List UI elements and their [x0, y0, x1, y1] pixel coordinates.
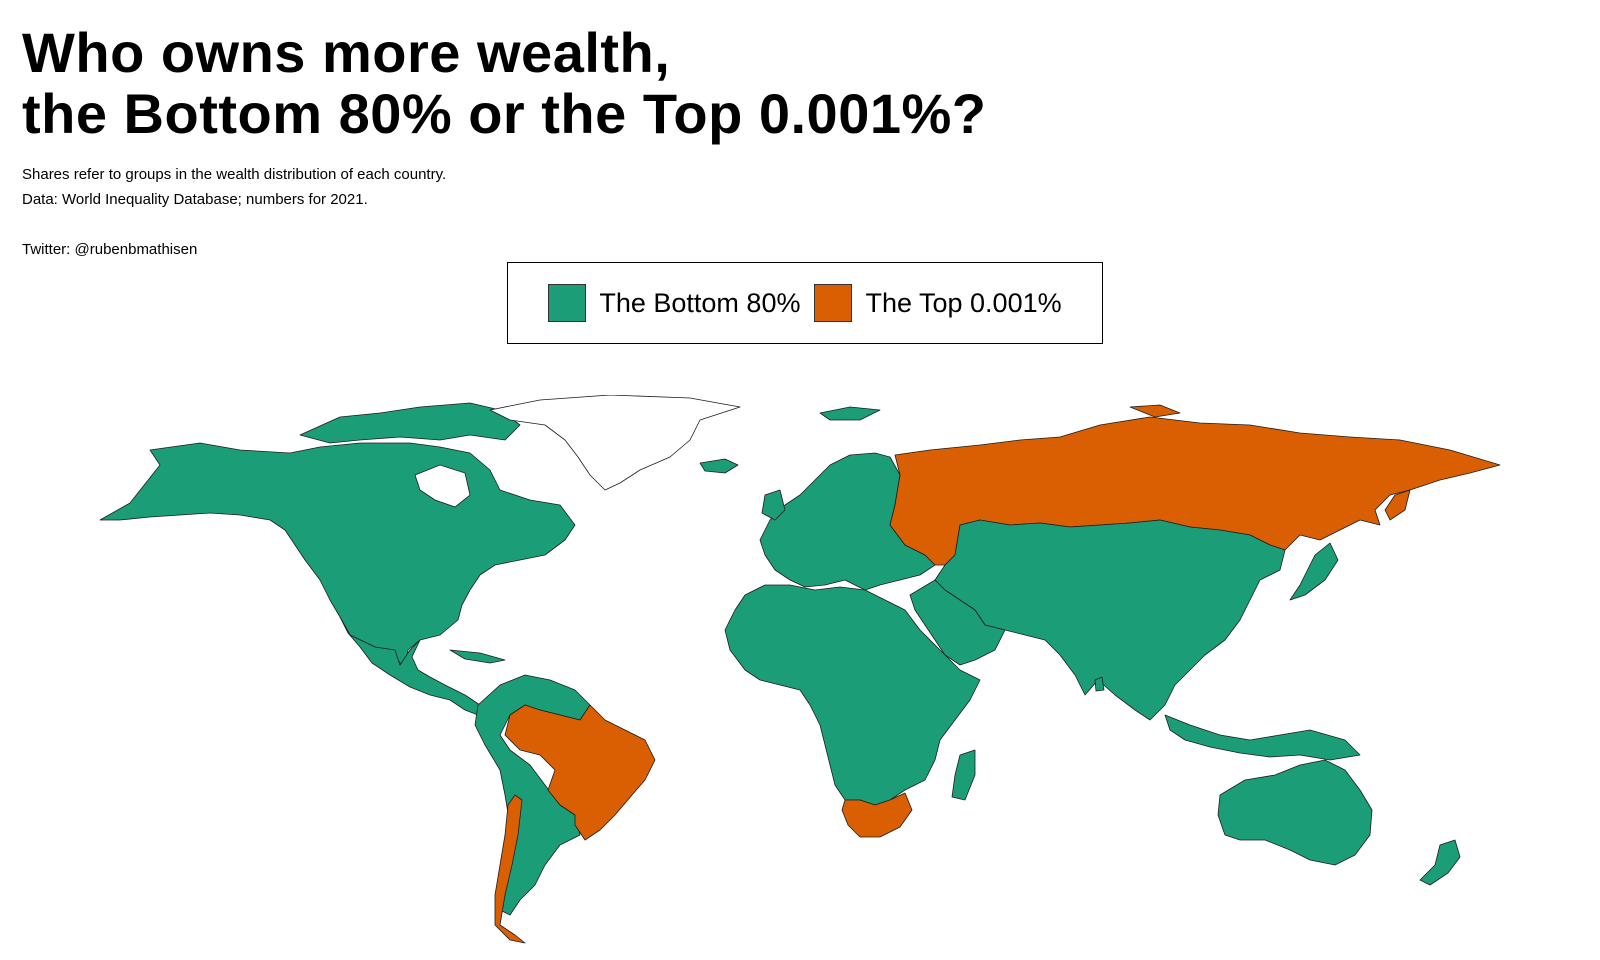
region-se-asia-islands: [1164, 714, 1361, 761]
region-arabia: [909, 579, 1006, 666]
note-spacer: [22, 212, 446, 237]
map-notes: Shares refer to groups in the wealth dis…: [22, 162, 446, 262]
title-line-2: the Bottom 80% or the Top 0.001%?: [22, 82, 987, 145]
region-greenland: [489, 395, 741, 491]
region-kamchatka: [1384, 489, 1411, 521]
region-sri-lanka: [1094, 676, 1105, 692]
region-new-zealand: [1419, 839, 1461, 886]
title-line-1: Who owns more wealth,: [22, 21, 671, 84]
region-central-america: [339, 616, 481, 716]
region-south-africa: [841, 792, 913, 838]
region-australia: [1217, 759, 1373, 866]
region-africa: [724, 584, 981, 806]
world-map: [99, 395, 1501, 944]
region-iceland: [699, 458, 739, 474]
legend: The Bottom 80% The Top 0.001%: [507, 262, 1103, 344]
region-caribbean: [449, 649, 506, 664]
legend-item-bottom-80: The Bottom 80%: [548, 284, 800, 322]
region-brazil: [504, 704, 656, 841]
hudson-bay: [414, 464, 471, 508]
region-british-isles: [761, 489, 786, 521]
note-source: Data: World Inequality Database; numbers…: [22, 191, 368, 208]
region-japan: [1289, 542, 1339, 601]
legend-label-top-0001: The Top 0.001%: [865, 287, 1062, 318]
region-chile: [494, 794, 526, 944]
region-svalbard: [819, 406, 881, 421]
region-asia: [934, 519, 1286, 721]
legend-item-top-0001: The Top 0.001%: [814, 284, 1062, 322]
region-north-america: [99, 442, 576, 671]
legend-swatch-top-0001: [814, 284, 853, 322]
map-title: Who owns more wealth, the Bottom 80% or …: [22, 22, 986, 144]
region-madagascar: [951, 749, 976, 801]
legend-label-bottom-80: The Bottom 80%: [599, 287, 801, 318]
region-arctic-islands: [299, 402, 521, 444]
note-shares: Shares refer to groups in the wealth dis…: [22, 166, 447, 183]
legend-swatch-bottom-80: [548, 284, 587, 322]
note-twitter: Twitter: @rubenbmathisen: [22, 241, 198, 258]
region-franz-josef: [1129, 404, 1181, 418]
